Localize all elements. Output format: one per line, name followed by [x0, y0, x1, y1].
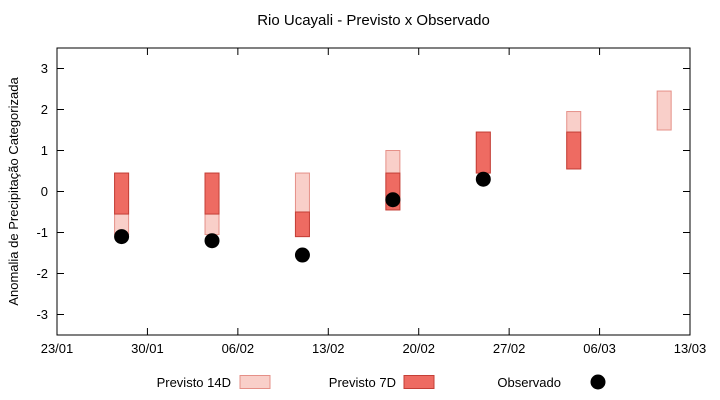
observado-dot	[385, 192, 401, 208]
legend-label-previsto-7d: Previsto 7D	[329, 375, 396, 390]
y-tick-label: 2	[41, 102, 48, 117]
x-tick-label: 13/02	[312, 341, 345, 356]
legend-sample-previsto-7d	[403, 375, 435, 389]
y-tick-label: -3	[36, 307, 48, 322]
x-tick-label: 06/03	[583, 341, 616, 356]
y-tick-label: 0	[41, 184, 48, 199]
x-tick-label: 30/01	[131, 341, 164, 356]
x-tick-label: 23/01	[41, 341, 74, 356]
y-tick-label: 1	[41, 143, 48, 158]
x-tick-label: 20/02	[402, 341, 435, 356]
observado-dot	[204, 233, 220, 249]
y-axis-label: Anomalia de Precipitação Categorizada	[6, 77, 21, 306]
x-tick-label: 13/03	[674, 341, 707, 356]
legend-sample-observado	[590, 374, 606, 390]
y-tick-label: -1	[36, 225, 48, 240]
previsto-7d-bar	[294, 211, 310, 238]
x-tick-label: 06/02	[222, 341, 255, 356]
observado-dot	[294, 247, 310, 263]
previsto-7d-bar	[566, 131, 582, 170]
previsto-7d-bar	[204, 172, 220, 215]
previsto-7d-bar	[114, 172, 130, 215]
observado-dot	[475, 171, 491, 187]
legend-label-observado: Observado	[497, 375, 561, 390]
y-tick-label: -2	[36, 266, 48, 281]
chart-title: Rio Ucayali - Previsto x Observado	[257, 12, 490, 29]
observado-dot	[114, 229, 130, 245]
previsto-7d-bar	[475, 131, 491, 174]
legend-sample-previsto-14d	[239, 375, 271, 389]
legend-label-previsto-14d: Previsto 14D	[157, 375, 231, 390]
x-tick-label: 27/02	[493, 341, 526, 356]
y-tick-label: 3	[41, 61, 48, 76]
previsto-14d-bar	[656, 90, 672, 131]
